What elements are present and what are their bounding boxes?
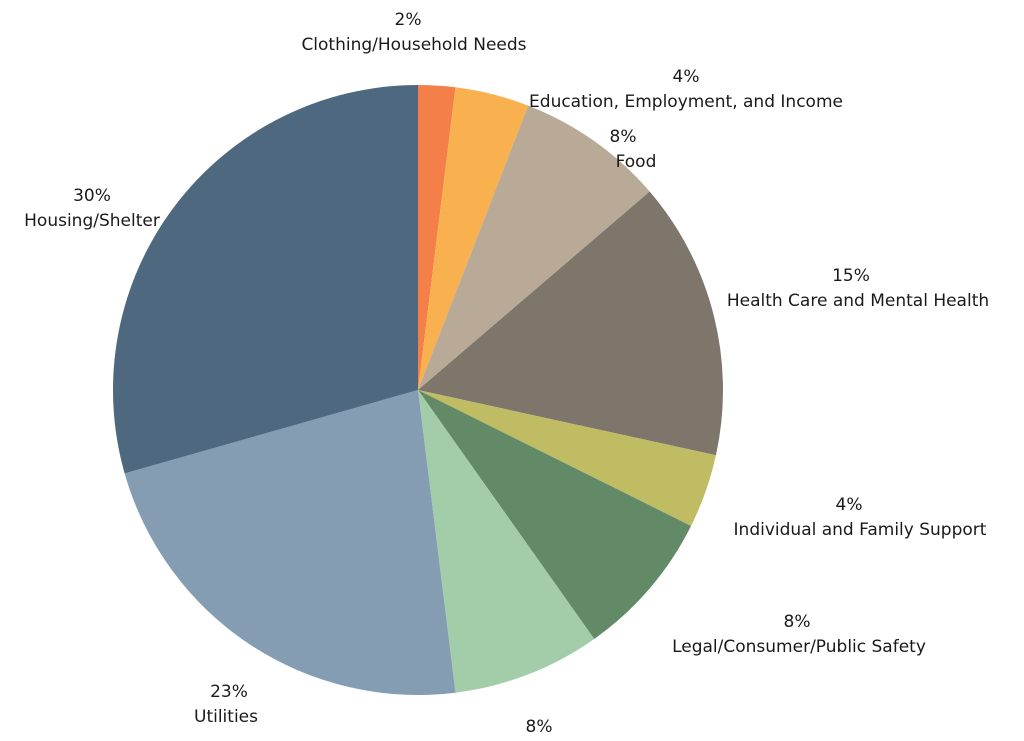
slice-category-label: Food bbox=[616, 152, 657, 172]
slice-value-label: 23% bbox=[210, 682, 248, 702]
slice-value-label: 8% bbox=[610, 127, 637, 147]
slice-value-label: 4% bbox=[673, 67, 700, 87]
slice-value-label: 2% bbox=[395, 10, 422, 30]
slice-category-label: Legal/Consumer/Public Safety bbox=[672, 637, 926, 657]
slice-value-label: 8% bbox=[784, 612, 811, 632]
pie-slice-clothing-household-needs bbox=[418, 85, 456, 390]
slice-category-label: Education, Employment, and Income bbox=[529, 92, 843, 112]
pie-slice-individual-and-family-support bbox=[418, 390, 716, 526]
slice-value-label: 8% bbox=[526, 717, 553, 737]
pie-slices bbox=[112, 85, 723, 695]
pie-slice-health-care-and-mental-health bbox=[418, 191, 723, 456]
slice-value-label: 4% bbox=[836, 495, 863, 515]
pie-slice-housing-shelter bbox=[112, 85, 419, 474]
slice-category-label: Housing/Shelter bbox=[24, 211, 160, 231]
slice-category-label: Health Care and Mental Health bbox=[727, 291, 989, 311]
pie-slice-education-employment-and-income bbox=[418, 87, 529, 391]
slice-category-label: Individual and Family Support bbox=[734, 520, 987, 540]
pie-slice-legal-consumer-public-safety bbox=[418, 390, 692, 639]
slice-category-label: Utilities bbox=[194, 707, 258, 727]
pie-slice-transportation bbox=[418, 390, 595, 693]
slice-value-label: 30% bbox=[73, 186, 111, 206]
pie-labels: 2% Clothing/Household Needs 4% Education, E… bbox=[24, 10, 989, 737]
pie-slice-food bbox=[418, 105, 650, 390]
slice-category-label: Clothing/Household Needs bbox=[301, 35, 526, 55]
slice-value-label: 15% bbox=[832, 266, 870, 286]
pie-slice-utilities bbox=[124, 390, 456, 695]
